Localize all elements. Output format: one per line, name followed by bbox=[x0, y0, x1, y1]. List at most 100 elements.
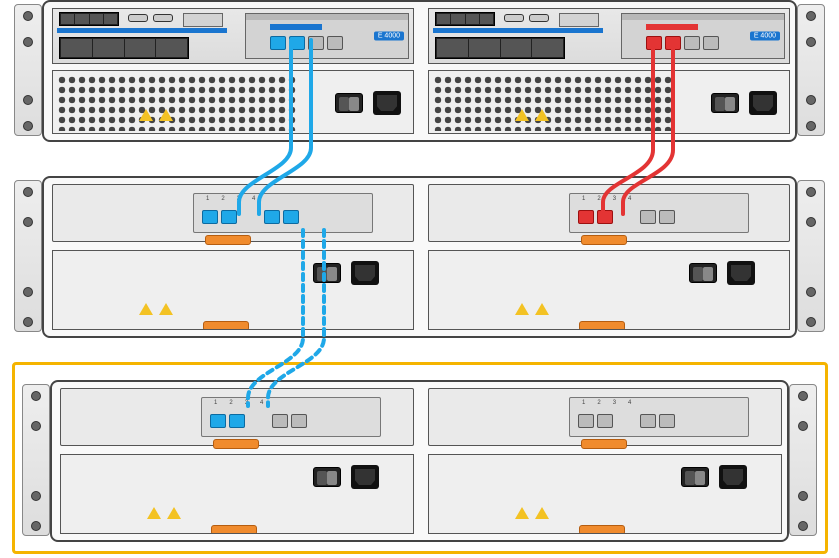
iom2b-sfp4 bbox=[659, 414, 675, 428]
port-num-4: 4 bbox=[252, 196, 255, 202]
iom2b-sfp1 bbox=[578, 414, 594, 428]
slot-a bbox=[183, 13, 223, 27]
port-num-3b: 3 bbox=[613, 196, 616, 202]
accent-bar-b bbox=[433, 28, 603, 33]
warn-icon-a1 bbox=[139, 109, 153, 121]
iom1b-sfp2 bbox=[597, 210, 613, 224]
rack-ear-right-1 bbox=[797, 4, 825, 136]
iom-1a-ports: 1 2 3 4 bbox=[193, 193, 373, 233]
iom-1b-ports: 1 2 3 4 bbox=[569, 193, 749, 233]
port-num-3: 3 bbox=[237, 196, 240, 202]
rack-ear-right-2 bbox=[797, 180, 825, 332]
warn-icon-b1 bbox=[515, 109, 529, 121]
power-inlet-a bbox=[373, 91, 401, 115]
hic-sfp-row-b bbox=[646, 36, 719, 50]
port-num-2b-4: 4 bbox=[628, 400, 631, 406]
port-num-2b-1: 1 bbox=[582, 400, 585, 406]
iom2b-sfp2 bbox=[597, 414, 613, 428]
hic-slot-b: E 4000 bbox=[621, 13, 785, 59]
port-num-2a-1: 1 bbox=[214, 400, 217, 406]
iom-1b: 1 2 3 4 bbox=[428, 184, 790, 242]
shelf2-psu-b bbox=[428, 454, 782, 534]
port-num-2: 2 bbox=[221, 196, 224, 202]
port-labels-2a: 1 2 3 4 bbox=[214, 400, 263, 406]
port-num-2b-2: 2 bbox=[597, 400, 600, 406]
mgmt-ports-a bbox=[59, 12, 119, 26]
latch-1b bbox=[581, 235, 627, 245]
shelf1-psu-b bbox=[428, 250, 790, 330]
port-num-2b-3: 3 bbox=[613, 400, 616, 406]
shelf1-psu-a bbox=[52, 250, 414, 330]
usb-port-b2 bbox=[529, 14, 549, 22]
iom1b-sfp1 bbox=[578, 210, 594, 224]
port-labels-1b: 1 2 3 4 bbox=[582, 196, 631, 202]
sfp-b-3 bbox=[684, 36, 700, 50]
iom1a-sfp2 bbox=[221, 210, 237, 224]
iom-1a: 1 2 3 4 bbox=[52, 184, 414, 242]
iom-2b-ports: 1 2 3 4 bbox=[569, 397, 749, 437]
model-badge-b: E 4000 bbox=[750, 32, 780, 41]
iom-2a: 1 2 3 4 bbox=[60, 388, 414, 446]
rack-ear-left-3 bbox=[22, 384, 50, 536]
power-switch-b bbox=[711, 93, 739, 113]
sfp-a-2 bbox=[289, 36, 305, 50]
rack-ear-right-3 bbox=[789, 384, 817, 536]
rack-ear-left-2 bbox=[14, 180, 42, 332]
port-num-1: 1 bbox=[206, 196, 209, 202]
iom1a-sfp4 bbox=[283, 210, 299, 224]
controller-module-b: E 4000 bbox=[428, 8, 790, 64]
shelf2-psu-a bbox=[60, 454, 414, 534]
warn-icon-a2 bbox=[159, 109, 173, 121]
iom2a-sfp3 bbox=[272, 414, 288, 428]
port-num-2b: 2 bbox=[597, 196, 600, 202]
iom1b-sfp3 bbox=[640, 210, 656, 224]
port-num-2a-3: 3 bbox=[245, 400, 248, 406]
mgmt-ports-b bbox=[435, 12, 495, 26]
port-num-4b: 4 bbox=[628, 196, 631, 202]
iom2a-sfp4 bbox=[291, 414, 307, 428]
iom2b-sfp3 bbox=[640, 414, 656, 428]
shelf-2: 1 2 3 4 1 2 bbox=[50, 380, 789, 542]
psu-b bbox=[428, 70, 790, 134]
accent-bar-a bbox=[57, 28, 227, 33]
latch-2b bbox=[581, 439, 627, 449]
port-labels-1a: 1 2 3 4 bbox=[206, 196, 255, 202]
hic-slot-a: E 4000 bbox=[245, 13, 409, 59]
rack-ear-left-1 bbox=[14, 4, 42, 136]
internal-ports-a bbox=[59, 37, 189, 59]
controller-enclosure: E 4000 E bbox=[42, 0, 797, 142]
warn-icon-b2 bbox=[535, 109, 549, 121]
internal-ports-b bbox=[435, 37, 565, 59]
model-badge-a: E 4000 bbox=[374, 32, 404, 41]
port-labels-2b: 1 2 3 4 bbox=[582, 400, 631, 406]
iom2a-sfp2 bbox=[229, 414, 245, 428]
port-num-1b: 1 bbox=[582, 196, 585, 202]
diagram-viewport: E 4000 E bbox=[0, 0, 839, 558]
hic-sfp-row-a bbox=[270, 36, 343, 50]
power-inlet-b bbox=[749, 91, 777, 115]
iom-2b: 1 2 3 4 bbox=[428, 388, 782, 446]
port-num-2a-2: 2 bbox=[229, 400, 232, 406]
port-num-2a-4: 4 bbox=[260, 400, 263, 406]
usb-port-a2 bbox=[153, 14, 173, 22]
iom-2a-ports: 1 2 3 4 bbox=[201, 397, 381, 437]
latch-1a bbox=[205, 235, 251, 245]
sfp-a-4 bbox=[327, 36, 343, 50]
sfp-b-2 bbox=[665, 36, 681, 50]
psu-a bbox=[52, 70, 414, 134]
usb-port-b1 bbox=[504, 14, 524, 22]
latch-2a bbox=[213, 439, 259, 449]
slot-b bbox=[559, 13, 599, 27]
sfp-b-4 bbox=[703, 36, 719, 50]
iom1a-sfp3 bbox=[264, 210, 280, 224]
sfp-a-3 bbox=[308, 36, 324, 50]
iom1b-sfp4 bbox=[659, 210, 675, 224]
sfp-b-1 bbox=[646, 36, 662, 50]
sfp-a-1 bbox=[270, 36, 286, 50]
power-switch-a bbox=[335, 93, 363, 113]
iom2a-sfp1 bbox=[210, 414, 226, 428]
controller-module-a: E 4000 bbox=[52, 8, 414, 64]
usb-port-a1 bbox=[128, 14, 148, 22]
iom1a-sfp1 bbox=[202, 210, 218, 224]
shelf-1: 1 2 3 4 1 2 bbox=[42, 176, 797, 338]
